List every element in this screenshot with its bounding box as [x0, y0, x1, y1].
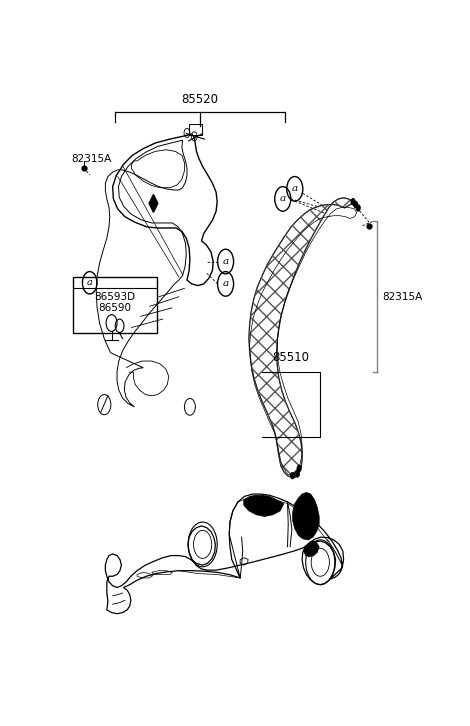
Circle shape: [356, 205, 360, 211]
Text: a: a: [87, 278, 93, 287]
Polygon shape: [293, 492, 319, 540]
Circle shape: [353, 201, 358, 208]
Polygon shape: [304, 541, 319, 557]
Bar: [189, 124, 202, 135]
Text: 86590: 86590: [99, 303, 132, 313]
Text: 85520: 85520: [181, 93, 219, 105]
Text: a: a: [222, 280, 228, 288]
Text: 82315A: 82315A: [382, 292, 422, 302]
Text: a: a: [222, 257, 228, 266]
Circle shape: [290, 473, 295, 479]
Text: 86593D: 86593D: [94, 293, 136, 302]
Text: a: a: [280, 195, 286, 203]
Text: 82315A: 82315A: [71, 154, 112, 163]
Circle shape: [351, 198, 355, 205]
Text: a: a: [292, 184, 298, 193]
Circle shape: [295, 470, 299, 477]
Polygon shape: [244, 495, 284, 516]
Polygon shape: [149, 195, 158, 212]
Bar: [73, 277, 157, 333]
Text: 85510: 85510: [273, 351, 310, 364]
Circle shape: [297, 465, 301, 472]
